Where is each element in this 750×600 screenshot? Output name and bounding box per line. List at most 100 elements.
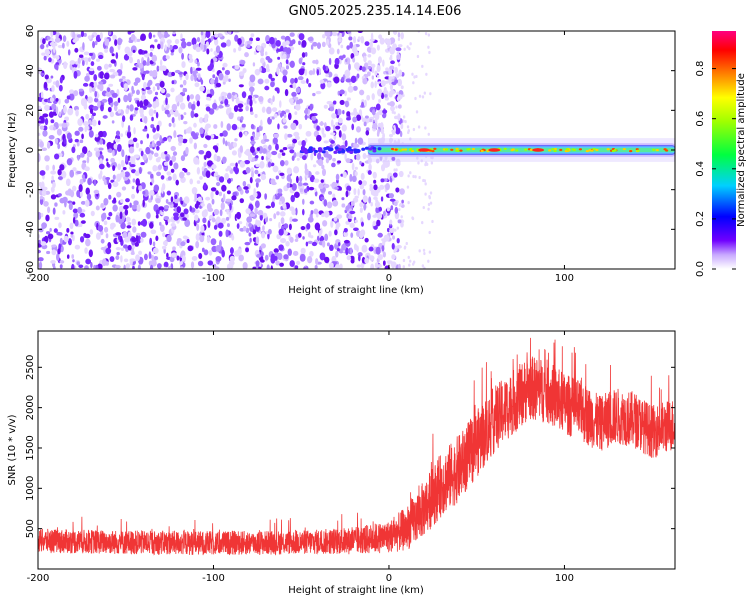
spectrogram-noise-cell	[189, 94, 195, 100]
spectrogram-noise-cell	[157, 31, 162, 38]
spectrogram-signal-tail	[300, 145, 305, 150]
spectrogram-noise-cell	[163, 205, 170, 210]
spectrogram-noise-cell	[224, 98, 229, 106]
spectrogram-noise-cell	[308, 83, 312, 88]
spectrogram-noise-cell	[368, 163, 372, 172]
spectrogram-noise-cell	[71, 263, 75, 269]
spectrogram-noise-cell	[388, 193, 395, 199]
spectrogram-noise-cell	[284, 160, 289, 166]
spectrogram-noise-cell	[160, 211, 165, 216]
spectrogram-noise-cell	[80, 152, 85, 158]
spectrogram-noise-cell	[386, 207, 391, 212]
spectrogram-noise-cell	[378, 109, 384, 116]
spectrogram-noise-cell	[151, 140, 155, 147]
spectrogram-noise-cell	[162, 65, 167, 72]
spectrogram-noise-cell	[361, 101, 365, 108]
spectrogram-noise-cell	[367, 53, 372, 58]
spectrogram-noise-cell	[319, 79, 325, 84]
spectrogram-noise-cell	[155, 214, 159, 219]
spectrogram-noise-cell	[55, 62, 60, 66]
spectrogram-noise-cell	[302, 198, 305, 205]
spectrogram-noise-cell	[215, 182, 221, 187]
spectrogram-noise-cell	[101, 258, 107, 267]
spectrogram-noise-cell	[353, 227, 359, 232]
spectrogram-noise-cell	[322, 34, 326, 39]
spectrogram-noise-cell	[216, 142, 219, 147]
spectrogram-noise-cell	[149, 237, 153, 246]
spectrogram-noise-cell	[138, 250, 143, 256]
spectrogram-noise-cell	[149, 264, 154, 269]
spectrogram-noise-cell	[257, 78, 264, 85]
spectrogram-noise-cell	[228, 211, 232, 219]
spectrogram-noise-cell	[268, 144, 272, 151]
spectrogram-noise-cell	[50, 170, 57, 175]
spectrogram-noise-cell	[354, 62, 360, 70]
spectrogram-noise-cell	[108, 31, 112, 36]
spectrogram-noise-cell	[41, 52, 46, 56]
spectrogram-noise-cell	[228, 107, 232, 112]
spectrogram-noise-cell	[75, 109, 79, 117]
spectrogram-noise-cell	[201, 210, 208, 218]
spectrogram-noise-cell	[171, 116, 175, 124]
spectrogram-noise-cell	[346, 45, 350, 50]
spectrogram-noise-cell	[385, 183, 390, 191]
spectrogram-noise-cell	[391, 81, 397, 86]
spectrogram-noise-cell	[260, 243, 266, 249]
spectrogram-noise-cell	[390, 229, 394, 234]
spectrogram-noise-cell	[137, 264, 141, 269]
spectrogram-noise-cell	[361, 117, 366, 123]
spectrogram-noise-cell	[98, 81, 104, 85]
spectrogram-noise-cell	[258, 266, 262, 269]
spectrogram-noise-cell	[123, 244, 128, 249]
spectrogram-noise-cell	[279, 149, 284, 153]
spectrogram-noise-cell	[154, 39, 158, 43]
spectrogram-noise-cell	[42, 125, 48, 131]
spectrogram-noise-cell	[229, 247, 234, 255]
spectrogram-y-axis-label: Frequency (Hz)	[7, 112, 18, 188]
spectrogram-noise-cell	[345, 190, 349, 198]
spectrogram-noise-cell	[76, 34, 82, 38]
spectrogram-noise-cell	[279, 100, 282, 108]
spectrogram-noise-cell	[244, 241, 251, 246]
spectrogram-noise-cell	[349, 173, 353, 182]
spectrogram-noise-cell	[406, 185, 410, 189]
spectrogram-noise-cell	[277, 192, 283, 197]
spectrogram-noise-cell	[302, 208, 305, 216]
spectrogram-noise-cell	[70, 231, 74, 235]
spectrogram-noise-cell	[377, 232, 383, 238]
spectrogram-noise-cell	[62, 196, 68, 203]
spectrogram-noise-cell	[321, 213, 325, 218]
spectrogram-noise-cell	[325, 65, 329, 71]
spectrogram-noise-cell	[353, 243, 358, 251]
spectrogram-noise-cell	[226, 208, 229, 215]
spectrogram-noise-cell	[82, 82, 89, 87]
spectrogram-noise-cell	[304, 114, 308, 121]
spectrogram-noise-cell	[289, 216, 293, 223]
spectrogram-noise-cell	[78, 54, 84, 58]
spectrogram-noise-cell	[236, 211, 242, 220]
spectrogram-noise-cell	[293, 131, 300, 137]
spectrogram-noise-cell	[78, 126, 84, 132]
spectrogram-noise-cell	[40, 44, 45, 50]
spectrogram-noise-cell	[55, 97, 59, 102]
spectrogram-noise-cell	[172, 246, 176, 251]
spectrogram-noise-cell	[120, 171, 126, 178]
spectrogram-noise-cell	[427, 202, 431, 207]
spectrogram-noise-cell	[153, 255, 159, 261]
spectrogram-noise-cell	[356, 264, 362, 268]
spectrogram-noise-cell	[87, 96, 93, 104]
spectrogram-noise-cell	[234, 138, 238, 142]
spectrogram-noise-cell	[202, 217, 207, 224]
spectrogram-noise-cell	[103, 63, 109, 70]
spectrogram-noise-cell	[285, 109, 290, 113]
spectrogram-noise-cell	[297, 76, 304, 81]
spectrogram-noise-cell	[351, 123, 355, 131]
spectrogram-noise-cell	[184, 219, 191, 227]
spectrogram-noise-cell	[265, 68, 270, 73]
spectrogram-noise-cell	[367, 65, 372, 70]
spectrogram-noise-cell	[402, 115, 406, 119]
spectrogram-noise-cell	[181, 52, 184, 60]
spectrogram-noise-cell	[302, 236, 305, 240]
spectrogram-noise-cell	[340, 44, 344, 49]
spectrogram-noise-cell	[407, 174, 410, 178]
